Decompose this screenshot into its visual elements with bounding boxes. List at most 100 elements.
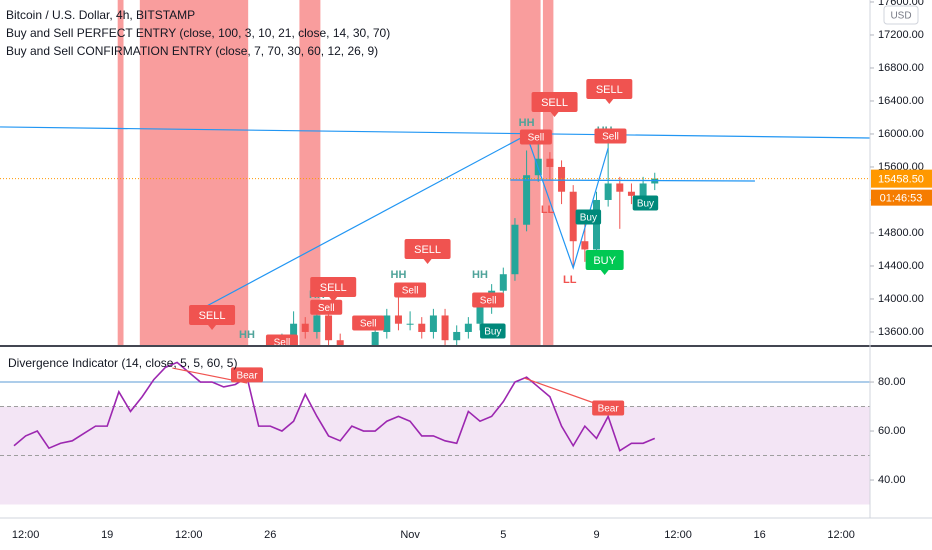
swing-label: HH — [472, 269, 488, 281]
signal-highlight — [117, 0, 124, 345]
signal-label-box — [310, 277, 357, 298]
x-tick-label: 16 — [753, 529, 765, 541]
candle-body — [383, 315, 391, 332]
signal-highlight — [299, 0, 321, 345]
y-tick-label: 16400.00 — [878, 95, 924, 107]
drawn-line — [526, 134, 609, 270]
signal-label-box — [404, 238, 451, 259]
candle-body — [290, 323, 298, 341]
y-tick-label: 60.00 — [878, 425, 906, 437]
signal-label-box — [265, 334, 298, 345]
signal-label: SELL — [596, 84, 623, 96]
candle-body — [325, 315, 333, 341]
signal-label-box — [632, 195, 659, 211]
candle-body — [546, 158, 554, 167]
signal-label-box — [189, 304, 236, 325]
drawn-line — [0, 126, 870, 139]
candle-body — [394, 315, 402, 324]
candle-body — [441, 315, 449, 341]
signal-label: Sell — [360, 319, 377, 330]
candle-body — [558, 166, 566, 192]
indicator-legend: Buy and Sell PERFECT ENTRY (close, 100, … — [6, 26, 390, 40]
candle-body — [360, 357, 367, 373]
x-tick-label: 12:00 — [827, 529, 855, 541]
x-tick-label: 26 — [264, 529, 276, 541]
y-tick-label: 14000.00 — [878, 293, 924, 305]
swing-label: LL — [541, 204, 555, 216]
y-tick-label: 17200.00 — [878, 29, 924, 41]
candle-body — [464, 323, 472, 332]
price-pane: SELL HH Sell HH SELL Sell Sell HH Sell SELL HH Sell… — [0, 0, 870, 517]
candle-body — [301, 323, 309, 332]
indicator-pane: Bear Bear — [0, 361, 870, 505]
candle-body — [616, 183, 624, 192]
last-price-label: 15458.50 — [878, 174, 924, 186]
signal-highlight — [139, 0, 249, 345]
candle-body — [569, 191, 577, 242]
candle-body — [429, 315, 437, 332]
y-tick-label: 14800.00 — [878, 227, 924, 239]
signal-label: Buy — [580, 213, 597, 224]
indicator-legend: Buy and Sell CONFIRMATION ENTRY (close, … — [6, 44, 378, 58]
y-tick-label: 40.00 — [878, 474, 906, 486]
y-tick-label: 80.00 — [878, 376, 906, 388]
signal-label: SELL — [199, 310, 226, 322]
candle-body — [57, 513, 64, 517]
indicator-title: Divergence Indicator (14, close, 5, 5, 6… — [8, 356, 237, 370]
candle-body — [11, 509, 18, 513]
candle-body — [627, 191, 635, 196]
signal-pointer — [550, 111, 559, 117]
candle-body — [604, 183, 612, 200]
signal-label: Sell — [480, 296, 497, 307]
candle-body — [453, 331, 461, 341]
x-tick-label: 5 — [500, 529, 506, 541]
signal-label-box — [585, 249, 624, 270]
candle-body — [174, 390, 181, 398]
x-tick-label: 12:00 — [664, 529, 692, 541]
candle-body — [336, 340, 344, 345]
symbol-title: Bitcoin / U.S. Dollar, 4h, BITSTAMP — [6, 8, 195, 22]
signal-label: Sell — [402, 286, 419, 297]
y-tick-label: 17600.00 — [878, 0, 924, 8]
signal-highlight — [542, 0, 554, 345]
signal-label: Buy — [484, 327, 501, 338]
candle-body — [80, 505, 87, 509]
drawn-line — [189, 134, 527, 316]
swing-label: HH — [239, 329, 255, 341]
candle-body — [499, 274, 507, 291]
signal-label: Sell — [318, 303, 335, 314]
countdown-label: 01:46:53 — [880, 193, 923, 205]
y-tick-label: 16000.00 — [878, 128, 924, 140]
signal-label-box — [394, 282, 427, 298]
candle-body — [418, 323, 426, 332]
signal-label-box — [352, 315, 385, 331]
candle-body — [581, 241, 589, 250]
signal-label-box — [472, 292, 505, 308]
candle-body — [185, 386, 192, 390]
signal-label-box — [310, 299, 343, 315]
candle-body — [348, 357, 355, 373]
candle-body — [476, 307, 484, 324]
signal-pointer — [208, 324, 217, 330]
signal-label: Bear — [236, 371, 258, 382]
swing-label: HH — [391, 269, 407, 281]
signal-label: Buy — [637, 199, 654, 210]
signal-label-box — [586, 79, 633, 100]
overlay: Bitcoin / U.S. Dollar, 4h, BITSTAMP Buy … — [6, 5, 932, 370]
candle-body — [593, 199, 600, 250]
signal-label-box — [231, 367, 263, 383]
signal-label: SELL — [320, 282, 347, 294]
signal-label: Sell — [602, 132, 619, 143]
currency: USD — [890, 11, 911, 22]
signal-label-box — [480, 323, 506, 339]
candle-body — [511, 224, 519, 275]
candle-body — [34, 505, 41, 513]
signal-label: BUY — [593, 255, 616, 267]
candle-body — [267, 365, 274, 377]
swing-label: LL — [563, 274, 577, 286]
signal-pointer — [329, 297, 338, 303]
currency-badge[interactable] — [883, 5, 919, 25]
signal-label-box — [592, 400, 625, 416]
x-tick-label: 12:00 — [175, 529, 203, 541]
x-tick-label: 19 — [101, 529, 113, 541]
